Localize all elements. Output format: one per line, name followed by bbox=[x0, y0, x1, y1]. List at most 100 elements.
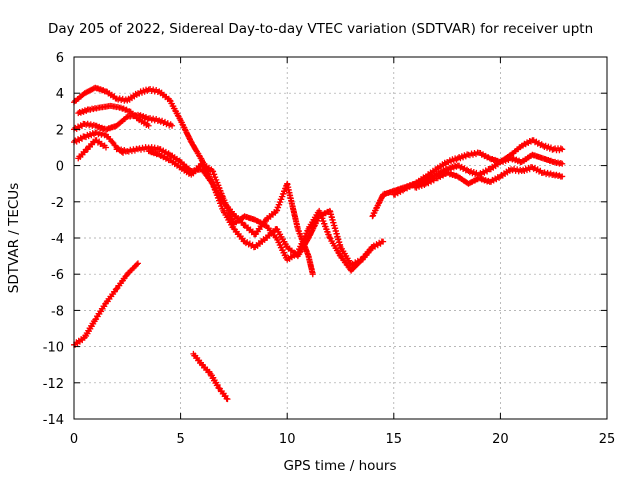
axis-ticks: 0 5 10 15 20 25 -14 -12 -10 -8 -6 -4 -2 0 2 4 6 bbox=[43, 51, 616, 447]
y-tick-label: 4 bbox=[56, 87, 64, 102]
data-point bbox=[145, 122, 152, 129]
series-segment-markers bbox=[477, 150, 492, 161]
series-track-l bbox=[71, 260, 141, 348]
x-tick-label: 5 bbox=[176, 432, 184, 447]
series-track-h bbox=[198, 157, 316, 278]
series-segment-markers bbox=[285, 250, 300, 262]
series-segment-markers bbox=[274, 182, 290, 214]
series-segment-markers bbox=[178, 119, 194, 144]
series-segment-markers bbox=[125, 90, 140, 103]
series-segment-markers bbox=[274, 226, 290, 250]
series-segment-markers bbox=[306, 215, 322, 240]
x-axis-label: GPS time / hours bbox=[283, 458, 396, 474]
series-segment-markers bbox=[103, 286, 119, 305]
data-point bbox=[559, 146, 566, 153]
x-tick-label: 15 bbox=[386, 432, 403, 447]
data-point bbox=[166, 97, 173, 104]
series-segment-markers bbox=[434, 170, 449, 182]
series-track-k bbox=[412, 164, 566, 191]
series-segment-markers bbox=[552, 145, 564, 154]
series-segment-markers bbox=[466, 176, 481, 187]
data-point bbox=[369, 244, 376, 251]
series-segment-markers bbox=[114, 272, 130, 291]
series-segment-markers bbox=[327, 235, 343, 259]
y-tick-label: 6 bbox=[56, 51, 64, 66]
series-segment-markers bbox=[82, 318, 98, 339]
series-segment-markers bbox=[370, 192, 386, 219]
series-track-j bbox=[390, 151, 566, 198]
series-segment-markers bbox=[104, 133, 115, 145]
series-segment-markers bbox=[509, 144, 524, 157]
data-point bbox=[309, 271, 316, 278]
series-segment-markers bbox=[200, 362, 213, 376]
series-segment-markers bbox=[199, 158, 215, 185]
series-segment-markers bbox=[191, 352, 204, 367]
series-track-a bbox=[71, 84, 205, 164]
y-axis-label: SDTVAR / TECUs bbox=[6, 183, 22, 293]
y-tick-label: -8 bbox=[51, 304, 64, 319]
series-segment-markers bbox=[520, 138, 534, 149]
series-segment-markers bbox=[359, 245, 375, 262]
y-tick-label: 2 bbox=[56, 123, 64, 138]
data-point bbox=[380, 238, 387, 245]
data-point bbox=[169, 122, 176, 129]
series-segment-markers bbox=[93, 300, 109, 323]
series-segment-markers bbox=[221, 199, 236, 217]
series-segment-markers bbox=[208, 372, 222, 391]
data-point bbox=[224, 396, 231, 403]
y-tick-label: -2 bbox=[51, 196, 64, 211]
series-track-b bbox=[75, 102, 152, 129]
series-segment-markers bbox=[263, 223, 279, 241]
y-tick-label: -6 bbox=[51, 268, 64, 283]
series-segment-markers bbox=[84, 138, 98, 153]
data-point bbox=[102, 144, 109, 151]
x-tick-label: 0 bbox=[70, 432, 78, 447]
series-segment-markers bbox=[295, 227, 311, 258]
series-segment-markers bbox=[114, 114, 130, 128]
series-segment-markers bbox=[338, 254, 354, 273]
series-segment-markers bbox=[136, 116, 151, 128]
x-tick-label: 20 bbox=[492, 432, 509, 447]
x-tick-label: 10 bbox=[279, 432, 296, 447]
y-tick-label: -10 bbox=[43, 341, 64, 356]
grid bbox=[74, 57, 607, 419]
series-segment-markers bbox=[434, 159, 449, 172]
series-segment-markers bbox=[305, 254, 316, 276]
y-tick-label: -12 bbox=[43, 377, 64, 392]
series-segment-markers bbox=[253, 236, 268, 249]
series-segment-markers bbox=[125, 261, 140, 276]
series-segment-markers bbox=[110, 140, 119, 149]
series-segment-markers bbox=[264, 209, 279, 222]
data-series bbox=[71, 84, 566, 403]
series-segment-markers bbox=[327, 208, 344, 249]
chart-title: Day 205 of 2022, Sidereal Day-to-day VTE… bbox=[48, 21, 593, 37]
series-segment-markers bbox=[253, 218, 268, 237]
series-segment-markers bbox=[210, 168, 226, 200]
series-segment-markers bbox=[349, 257, 364, 273]
series-segment-markers bbox=[210, 182, 226, 204]
series-segment-markers bbox=[189, 140, 205, 162]
series-segment-markers bbox=[316, 209, 333, 240]
y-tick-label: 0 bbox=[56, 160, 64, 175]
series-segment-markers bbox=[167, 98, 183, 122]
series-segment-markers bbox=[157, 89, 172, 103]
series-segment-markers bbox=[72, 91, 87, 104]
x-tick-label: 25 bbox=[599, 432, 616, 447]
data-point bbox=[559, 160, 566, 167]
series-segment-markers bbox=[392, 186, 407, 198]
y-tick-label: -14 bbox=[43, 413, 64, 428]
series-track-e bbox=[75, 137, 109, 162]
series-segment-markers bbox=[83, 120, 97, 129]
series-segment-markers bbox=[231, 226, 247, 245]
series-track-c bbox=[71, 111, 176, 133]
data-point bbox=[559, 173, 566, 180]
series-segment-markers bbox=[284, 181, 301, 231]
data-point bbox=[134, 260, 141, 267]
data-point bbox=[109, 139, 116, 146]
y-tick-label: -4 bbox=[51, 232, 64, 247]
series-track-m bbox=[190, 350, 231, 403]
series-track-g bbox=[145, 148, 376, 274]
series-segment-markers bbox=[100, 142, 108, 149]
